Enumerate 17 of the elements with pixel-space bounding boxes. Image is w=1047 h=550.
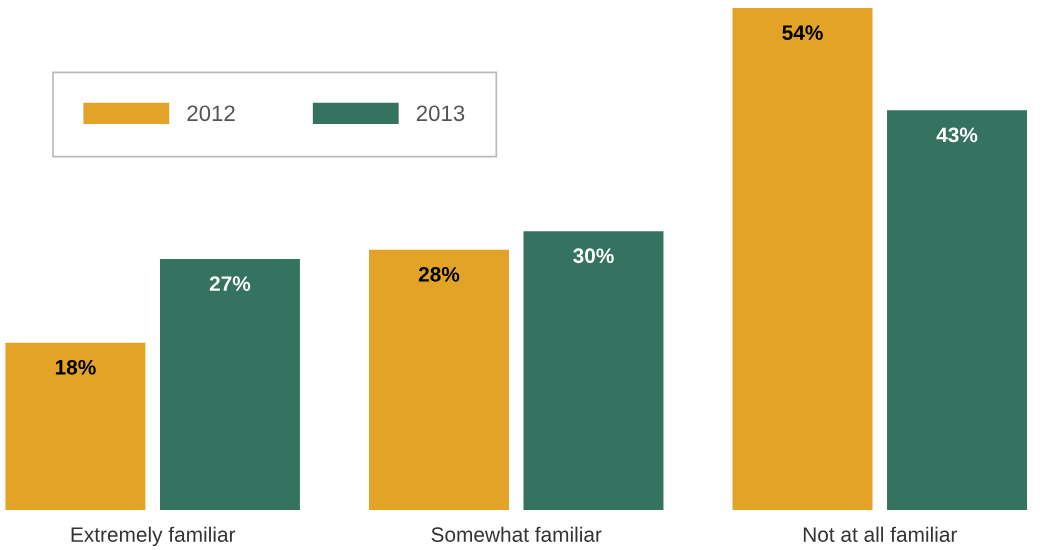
data-label: 54%: [782, 25, 823, 40]
bar: [159, 259, 300, 510]
bar: [523, 231, 664, 510]
legend-label: 2013: [416, 105, 465, 122]
bar: [5, 342, 146, 510]
x-tick-label: Extremely familiar: [71, 526, 236, 547]
bar: [887, 110, 1028, 510]
bar: [368, 249, 509, 510]
x-tick-label: Somewhat familiar: [431, 526, 602, 542]
data-label: 18%: [55, 359, 96, 375]
data-label: 43%: [936, 127, 978, 143]
legend-label: 2012: [187, 105, 235, 122]
data-label: 27%: [209, 276, 251, 291]
data-label: 28%: [418, 266, 460, 282]
data-label: 30%: [573, 248, 614, 264]
x-tick-label: Not at all familiar: [803, 526, 957, 542]
bar: [732, 8, 873, 510]
